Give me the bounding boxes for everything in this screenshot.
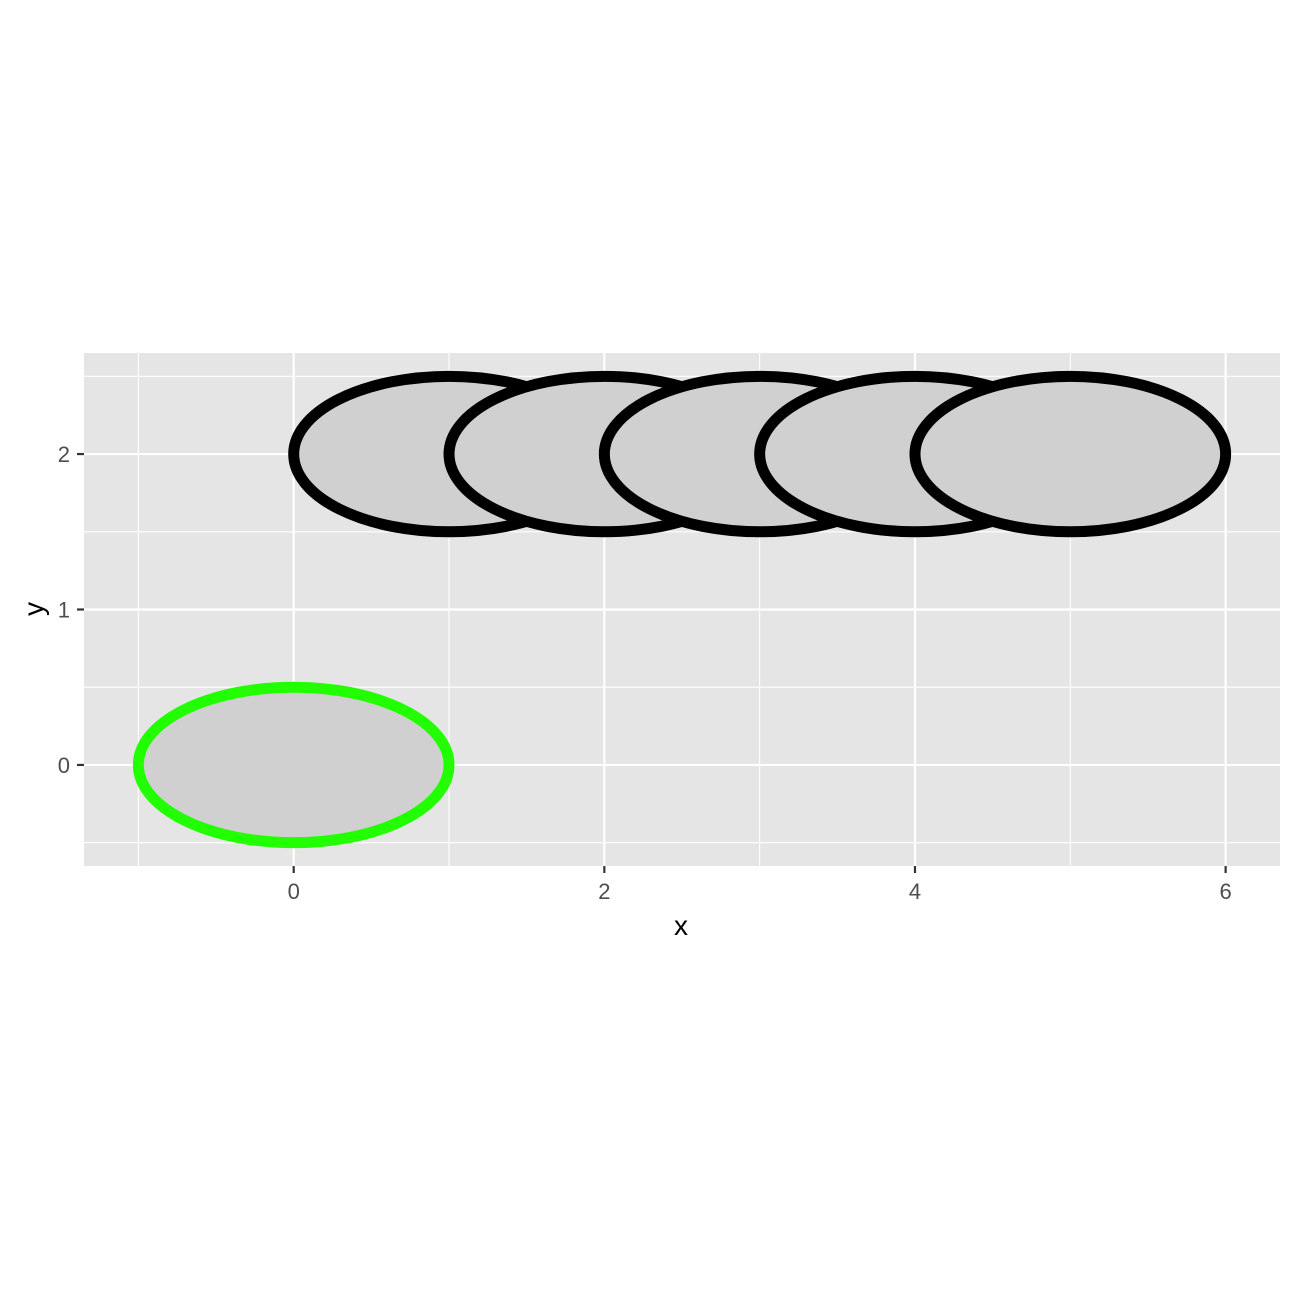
y-tick-label: 1 — [58, 598, 70, 623]
y-axis-title: y — [18, 602, 49, 616]
ellipse-1 — [132, 681, 455, 849]
y-tick-label: 2 — [58, 442, 70, 467]
x-tick-label: 0 — [288, 879, 300, 904]
y-tick-label: 0 — [58, 753, 70, 778]
ellipse-6 — [909, 370, 1232, 538]
x-axis: 0 2 4 6 — [288, 866, 1232, 904]
x-tick-label: 6 — [1220, 879, 1232, 904]
y-axis: 0 1 2 — [58, 442, 84, 778]
x-axis-title: x — [674, 910, 688, 941]
x-tick-label: 4 — [909, 879, 921, 904]
x-tick-label: 2 — [598, 879, 610, 904]
ellipses — [132, 370, 1232, 849]
